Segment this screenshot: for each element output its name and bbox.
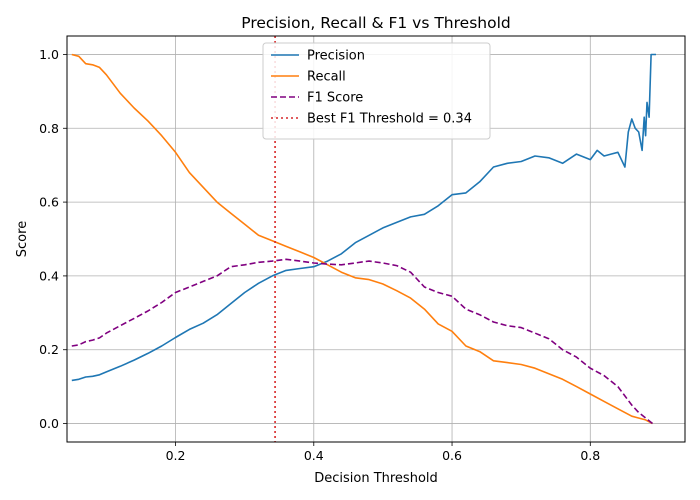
y-axis-label: Score bbox=[15, 221, 30, 257]
legend-label: Best F1 Threshold = 0.34 bbox=[307, 112, 472, 127]
series-group bbox=[71, 53, 656, 425]
legend-label: Precision bbox=[307, 49, 365, 64]
y-tick-label: 0.2 bbox=[39, 342, 59, 357]
ticks-group: 0.2 0.4 0.6 0.8 0.0 0.2 0.4 0.6 0.8 1.0 bbox=[39, 47, 600, 463]
y-tick-label: 0.8 bbox=[39, 121, 59, 136]
y-tick-label: 0.0 bbox=[39, 416, 59, 431]
x-tick-label: 0.4 bbox=[304, 448, 324, 463]
x-tick-label: 0.6 bbox=[442, 448, 462, 463]
y-tick-label: 0.6 bbox=[39, 195, 59, 210]
legend-box bbox=[262, 42, 491, 140]
series-line-recall bbox=[71, 53, 653, 425]
plot-frame bbox=[66, 35, 686, 443]
chart-title: Precision, Recall & F1 vs Threshold bbox=[241, 14, 510, 32]
legend-label: Recall bbox=[307, 70, 346, 85]
y-tick-label: 0.4 bbox=[39, 268, 59, 283]
x-tick-label: 0.8 bbox=[580, 448, 600, 463]
legend-label: F1 Score bbox=[307, 91, 363, 106]
legend: Precision Recall F1 Score Best F1 Threshold… bbox=[262, 42, 491, 140]
x-tick-label: 0.2 bbox=[166, 448, 186, 463]
series-line-f1-score bbox=[71, 258, 653, 425]
x-axis-label: Decision Threshold bbox=[314, 471, 438, 486]
series-line-precision bbox=[71, 53, 656, 382]
y-tick-label: 1.0 bbox=[39, 47, 59, 62]
